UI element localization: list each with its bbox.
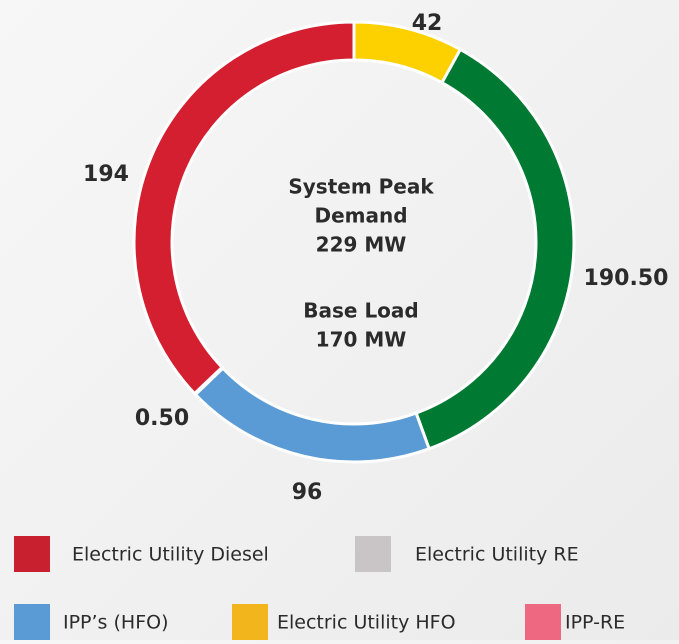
donut-segment bbox=[414, 47, 576, 451]
legend-label: Electric Utility Diesel bbox=[72, 544, 269, 566]
legend-label: Electric Utility RE bbox=[415, 544, 579, 566]
donut-segment bbox=[352, 20, 463, 85]
center-text: Demand bbox=[314, 204, 407, 228]
value-label: 194 bbox=[83, 162, 129, 187]
legend-swatch bbox=[232, 604, 268, 640]
legend-swatch bbox=[525, 604, 561, 640]
value-label: 42 bbox=[412, 11, 443, 36]
legend-label: Electric Utility HFO bbox=[277, 612, 456, 634]
value-label: 0.50 bbox=[135, 406, 189, 431]
legend-label: IPP’s (HFO) bbox=[63, 612, 169, 634]
donut-segment bbox=[132, 20, 356, 396]
legend-swatch bbox=[355, 536, 391, 572]
value-label: 190.50 bbox=[584, 266, 669, 291]
center-text: 170 MW bbox=[316, 328, 407, 352]
center-text: Base Load bbox=[303, 299, 418, 323]
legend-label: IPP-RE bbox=[565, 612, 625, 634]
center-text: 229 MW bbox=[316, 233, 407, 257]
legend-swatch bbox=[14, 604, 50, 640]
legend-swatch bbox=[14, 536, 50, 572]
donut-segment bbox=[193, 366, 432, 464]
center-text: System Peak bbox=[288, 175, 434, 199]
value-label: 96 bbox=[292, 480, 323, 505]
